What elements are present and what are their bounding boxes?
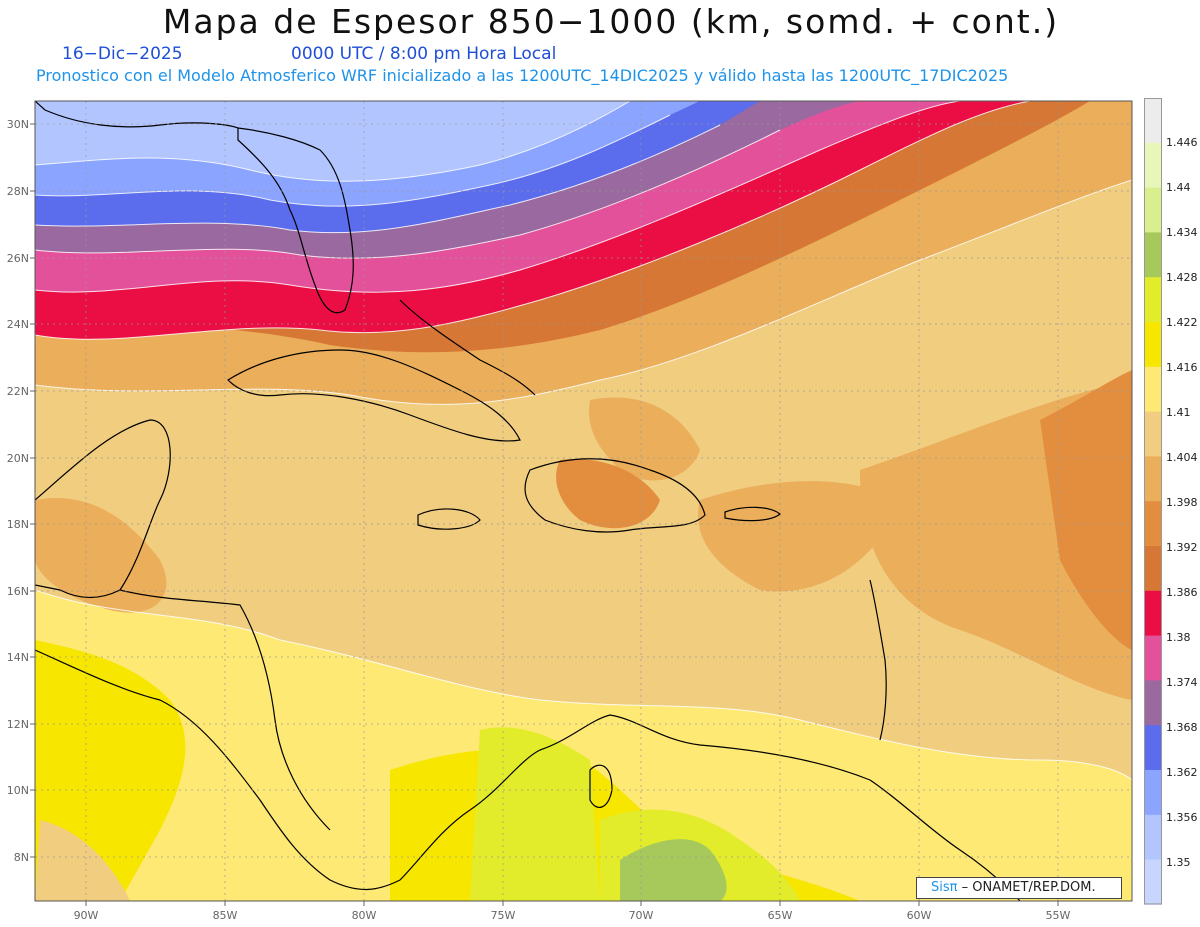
central-america-coast: [35, 649, 471, 891]
lon-label: 55W: [1046, 909, 1071, 922]
lon-label: 65W: [768, 909, 793, 922]
yucatan-coast: [35, 419, 171, 599]
lon-label: 90W: [74, 909, 99, 922]
contour-lines: [35, 101, 1132, 781]
colorbar-swatch: [1144, 501, 1162, 547]
lat-label: 10N: [7, 784, 29, 797]
colorbar-label: 1.398: [1166, 496, 1198, 509]
forecast-subtitle: Pronostico con el Modelo Atmosferico WRF…: [36, 66, 1009, 85]
colorbar-labels: 1.446 1.44 1.434 1.428 1.422 1.416 1.41 …: [1166, 136, 1198, 869]
lon-axis: 90W 85W 80W 75W 70W 65W 60W 55W: [74, 909, 1071, 922]
lat-label: 8N: [14, 851, 29, 864]
colorbar-swatch: [1144, 770, 1162, 816]
colorbar-label: 1.368: [1166, 721, 1198, 734]
colorbar-label: 1.404: [1166, 451, 1198, 464]
colorbar-swatch: [1144, 456, 1162, 502]
gulf-coast: [35, 101, 239, 129]
colorbar-label: 1.446: [1166, 136, 1198, 149]
central-america-caribbean-coast: [119, 589, 331, 831]
colorbar-swatch: [1144, 546, 1162, 592]
lat-label: 22N: [7, 385, 29, 398]
lat-label: 30N: [7, 118, 29, 131]
colorbar: 1.446 1.44 1.434 1.428 1.422 1.416 1.41 …: [1144, 98, 1198, 905]
colorbar-label: 1.392: [1166, 541, 1198, 554]
colorbar-swatch: [1144, 232, 1162, 278]
lon-label: 80W: [352, 909, 377, 922]
sispi-logo: Sisπ: [931, 880, 958, 895]
lon-label: 75W: [491, 909, 516, 922]
lon-label: 60W: [907, 909, 932, 922]
thickness-shading: [35, 101, 1132, 901]
coastlines: [35, 101, 1021, 901]
forecast-time: 0000 UTC / 8:00 pm Hora Local: [291, 44, 557, 64]
colorbar-swatch: [1144, 277, 1162, 323]
puerto-rico-coast: [724, 506, 781, 522]
lon-label: 85W: [213, 909, 238, 922]
lat-axis: 30N 28N 26N 24N 22N 20N 18N 16N 14N 12N …: [7, 118, 29, 864]
colorbar-swatch: [1144, 680, 1162, 726]
credit-text: – ONAMET/REP.DOM.: [961, 880, 1096, 895]
south-america-coast: [469, 714, 1021, 901]
lesser-antilles: [869, 579, 887, 741]
colorbar-label: 1.422: [1166, 316, 1198, 329]
colorbar-swatch: [1144, 411, 1162, 457]
colorbar-label: 1.386: [1166, 586, 1198, 599]
map-title: Mapa de Espesor 850−1000 (km, somd. + co…: [162, 2, 1060, 41]
colorbar-swatch: [1144, 859, 1162, 905]
colorbar-label: 1.41: [1166, 406, 1191, 419]
lat-label: 26N: [7, 252, 29, 265]
forecast-date: 16−Dic−2025: [62, 44, 183, 64]
colorbar-label: 1.434: [1166, 226, 1198, 239]
colorbar-label: 1.38: [1166, 631, 1191, 644]
cuba-coast: [227, 349, 521, 442]
lat-label: 18N: [7, 518, 29, 531]
colorbar-frame: [1144, 98, 1162, 905]
colorbar-label: 1.428: [1166, 271, 1198, 284]
lon-label: 70W: [629, 909, 654, 922]
colorbar-label: 1.362: [1166, 766, 1198, 779]
bahamas: [399, 299, 536, 396]
lat-label: 28N: [7, 185, 29, 198]
colorbar-swatch: [1144, 98, 1162, 144]
colorbar-label: 1.374: [1166, 676, 1198, 689]
lat-label: 16N: [7, 585, 29, 598]
colorbar-swatch: [1144, 187, 1162, 233]
lat-label: 24N: [7, 318, 29, 331]
colorbar-swatch: [1144, 814, 1162, 861]
florida-coast: [237, 127, 354, 314]
lat-label: 12N: [7, 718, 29, 731]
lat-ticks: [30, 123, 1059, 906]
colorbar-swatch: [1144, 725, 1162, 771]
jamaica-coast: [417, 508, 481, 530]
colorbar-swatch: [1144, 366, 1162, 413]
lat-lon-grid: [35, 101, 1132, 901]
colorbar-label: 1.356: [1166, 811, 1198, 824]
colorbar-swatch: [1144, 635, 1162, 681]
credit-box: Sisπ – ONAMET/REP.DOM.: [916, 877, 1122, 899]
colorbar-label: 1.35: [1166, 856, 1191, 869]
lat-label: 14N: [7, 651, 29, 664]
colorbar-swatches: [1144, 98, 1162, 905]
colorbar-label: 1.44: [1166, 181, 1191, 194]
hispaniola-coast: [524, 458, 706, 533]
colorbar-swatch: [1144, 322, 1162, 368]
colorbar-label: 1.416: [1166, 361, 1198, 374]
colorbar-swatch: [1144, 590, 1162, 637]
lat-label: 20N: [7, 452, 29, 465]
colorbar-swatch: [1144, 142, 1162, 189]
thickness-map: 30N 28N 26N 24N 22N 20N 18N 16N 14N 12N …: [7, 100, 1133, 922]
